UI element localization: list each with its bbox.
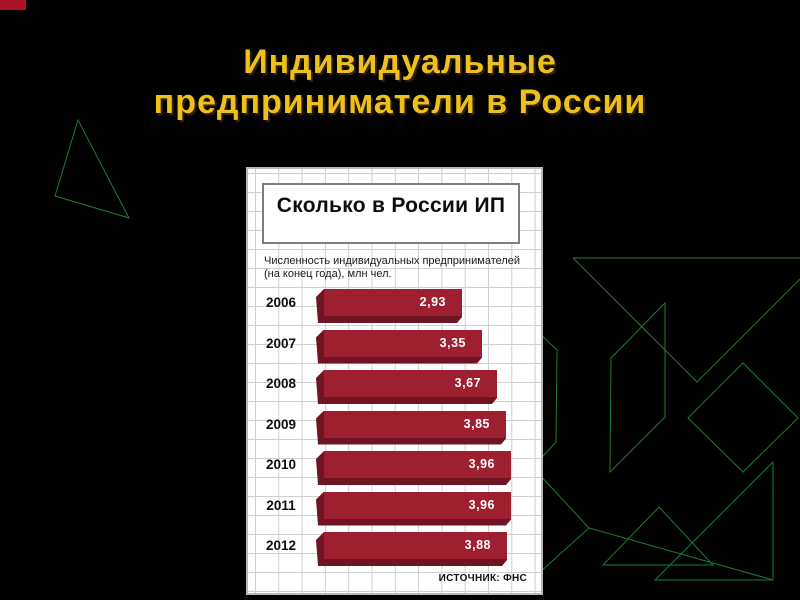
bar-value-label: 3,96 bbox=[468, 497, 495, 512]
corner-accent-mark bbox=[0, 0, 26, 10]
bar-value-label: 3,67 bbox=[454, 376, 481, 390]
bar-row: 2012 3,88 bbox=[248, 532, 541, 573]
chart-title-box: Сколько в России ИП bbox=[262, 183, 520, 244]
bar-2011: 3,96 bbox=[314, 492, 511, 526]
chart-subtitle-line2: (на конец года), млн чел. bbox=[264, 268, 392, 280]
bar-face: 3,85 bbox=[324, 411, 506, 438]
right-pointing-triangle-outline bbox=[537, 471, 590, 575]
bar-2008: 3,67 bbox=[314, 370, 497, 404]
chart-subtitle-line1: Численность индивидуальных предпринимате… bbox=[264, 255, 521, 267]
chart-subtitle: Численность индивидуальных предпринимате… bbox=[264, 255, 520, 281]
bar-year-label: 2006 bbox=[265, 295, 297, 310]
slide-title-line2: предприниматели в России bbox=[153, 83, 647, 121]
left-triangle-outline bbox=[54, 118, 130, 219]
bar-2010: 3,96 bbox=[314, 451, 511, 485]
chart-title: Сколько в России ИП bbox=[276, 194, 506, 217]
bar-row: 2010 3,96 bbox=[248, 451, 541, 492]
bar-year-label: 2011 bbox=[266, 497, 296, 513]
bar-value-label: 3,88 bbox=[464, 538, 491, 552]
bar-2012: 3,88 bbox=[314, 532, 507, 566]
bar-face: 3,96 bbox=[324, 492, 511, 519]
bottom-right-triangle-outline bbox=[653, 460, 774, 581]
up-triangle-outline bbox=[601, 506, 715, 566]
bar-face: 3,96 bbox=[324, 451, 511, 478]
diamond-outline bbox=[687, 362, 799, 473]
chart-panel: Сколько в России ИП Численность индивиду… bbox=[246, 167, 543, 595]
check-v-line bbox=[572, 257, 800, 383]
bar-rows: 2006 2,93 2007 3,35 2008 bbox=[248, 289, 541, 573]
bar-year-label: 2009 bbox=[265, 416, 297, 432]
chart-source-label: ИСТОЧНИК: ФНС bbox=[438, 573, 527, 584]
bar-face: 2,93 bbox=[324, 289, 462, 316]
bar-face: 3,88 bbox=[324, 532, 507, 559]
bar-value-label: 3,85 bbox=[463, 416, 490, 431]
bar-value-label: 2,93 bbox=[419, 295, 446, 309]
bar-row: 2008 3,67 bbox=[248, 370, 541, 411]
bar-row: 2011 3,96 bbox=[248, 492, 541, 533]
bar-face: 3,35 bbox=[324, 330, 482, 357]
bar-year-label: 2012 bbox=[265, 538, 297, 553]
bar-value-label: 3,35 bbox=[439, 335, 466, 350]
bar-row: 2009 3,85 bbox=[248, 411, 541, 452]
bar-row: 2007 3,35 bbox=[248, 330, 541, 371]
bar-2006: 2,93 bbox=[314, 289, 462, 323]
slide-title: Индивидуальные предприниматели в России bbox=[0, 42, 800, 122]
bar-year-label: 2007 bbox=[265, 335, 297, 351]
bar-year-label: 2008 bbox=[265, 376, 297, 391]
bar-face: 3,67 bbox=[324, 370, 497, 397]
bar-row: 2006 2,93 bbox=[248, 289, 541, 330]
bar-2007: 3,35 bbox=[314, 330, 482, 364]
bar-year-label: 2010 bbox=[265, 457, 297, 472]
parallelogram-outline bbox=[609, 301, 666, 474]
slide-title-line1: Индивидуальные bbox=[243, 43, 557, 81]
bar-2009: 3,85 bbox=[314, 411, 506, 445]
bar-value-label: 3,96 bbox=[468, 457, 495, 471]
